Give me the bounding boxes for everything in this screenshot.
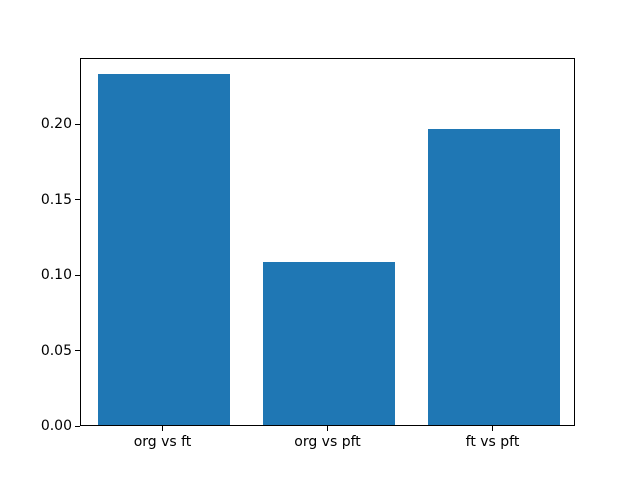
x-tick-mark — [162, 426, 163, 431]
y-tick-label: 0.15 — [40, 191, 72, 208]
bar-ft-vs-pft — [427, 129, 560, 425]
plot-area — [80, 58, 575, 426]
x-tick-label: org vs ft — [133, 434, 192, 450]
y-tick-mark — [75, 350, 80, 352]
x-tick-mark — [492, 426, 493, 431]
x-tick-mark — [327, 426, 328, 431]
y-tick-mark — [75, 274, 80, 276]
bar-org-vs-pft — [262, 262, 395, 425]
y-tick-label: 0.00 — [40, 418, 72, 434]
y-tick-mark — [75, 123, 80, 125]
bar-org-vs-ft — [97, 73, 230, 425]
y-tick-label: 0.05 — [40, 342, 72, 359]
y-tick-label: 0.10 — [40, 267, 72, 284]
y-tick-mark — [75, 425, 80, 427]
y-tick-mark — [75, 199, 80, 201]
x-tick-label: org vs pft — [294, 434, 361, 450]
x-tick-label: ft vs pft — [465, 434, 520, 450]
y-tick-label: 0.20 — [40, 116, 72, 133]
